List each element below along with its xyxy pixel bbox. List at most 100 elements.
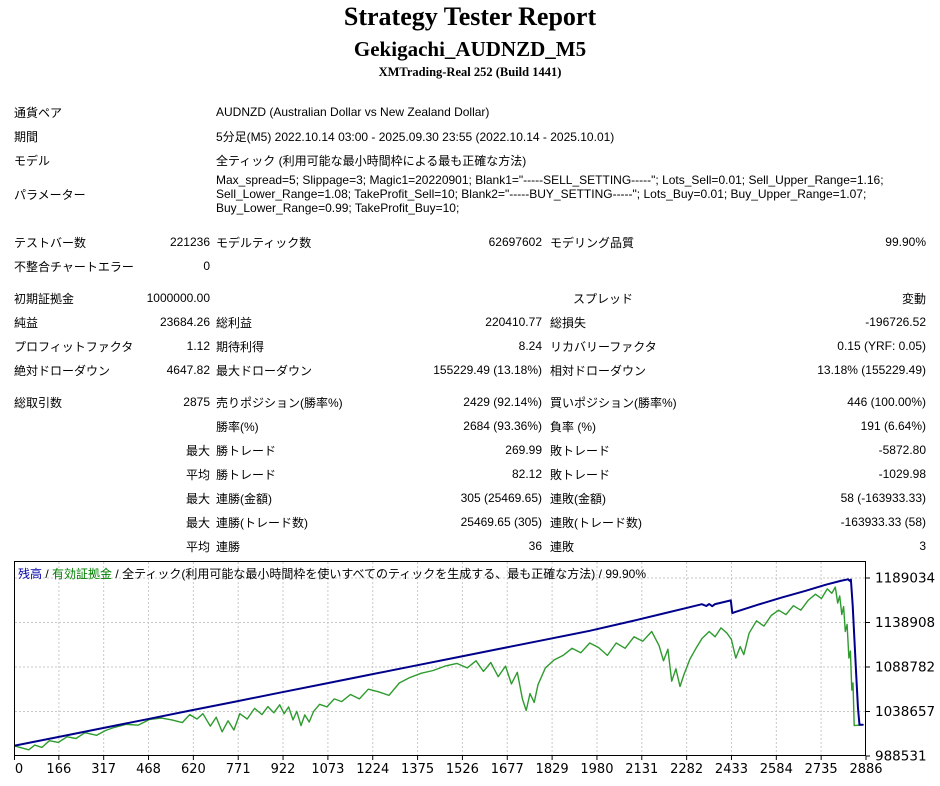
- cell-value: 155229.49 (13.18%): [433, 363, 542, 377]
- legend-separator: /: [112, 567, 123, 581]
- y-axis-tick-label: 988531: [875, 749, 927, 765]
- cell-value: 最大: [185, 515, 210, 530]
- cell-label: テストバー数: [14, 235, 87, 250]
- cell-label: 連敗: [550, 539, 575, 554]
- y-axis-tick-label: 1138908: [875, 615, 935, 631]
- y-axis-tick-label: 1088782: [875, 660, 935, 676]
- cell-label: 絶対ドローダウン: [14, 363, 111, 378]
- balance-equity-chart: 0 166 317 468 620 771 922 1073 1224 1375 1526 1677 1…: [13, 561, 935, 777]
- legend-separator: /: [595, 567, 606, 581]
- cell-label: 総取引数: [14, 395, 63, 410]
- cell-value: -1029.98: [878, 467, 926, 481]
- x-axis-tick-label: 2886: [849, 762, 882, 777]
- report-row: 総取引数 2875 売りポジション(勝率%) 2429 (92.14%) 買いポジション…: [14, 390, 926, 414]
- legend-balance-label: 残高: [18, 567, 43, 581]
- cell-label: 買いポジション(勝率%): [550, 395, 677, 410]
- legend-separator: /: [42, 567, 53, 581]
- report-row: 平均 勝トレード 82.12 敗トレード -1029.98: [14, 462, 926, 486]
- x-axis-tick-label: 1829: [536, 762, 569, 777]
- cell-value: 221236: [169, 235, 210, 249]
- cell-value: 305 (25469.65): [460, 491, 542, 505]
- x-axis-tick-label: 317: [91, 762, 116, 777]
- cell-value: 2429 (92.14%): [463, 395, 542, 409]
- table-spacer: [14, 278, 926, 286]
- cell-label: 期待利得: [216, 339, 265, 354]
- cell-label: 連勝(金額): [216, 491, 272, 506]
- row-label: モデル: [14, 153, 51, 168]
- report-header: Strategy Tester Report Gekigachi_AUDNZD_…: [0, 2, 940, 80]
- report-row: 期間 5分足(M5) 2022.10.14 03:00 - 2025.09.30 …: [14, 124, 926, 148]
- cell-label: 連勝(トレード数): [216, 515, 308, 530]
- legend-model-label: 全ティック(利用可能な最小時間枠を使いすべてのティックを生成する、最も正確な方法…: [122, 567, 596, 581]
- x-axis-tick-label: 1980: [580, 762, 613, 777]
- cell-label: 勝トレード: [216, 467, 277, 482]
- cell-value: 99.90%: [885, 235, 926, 249]
- cell-value: 2684 (93.36%): [463, 419, 542, 433]
- y-axis-tick-label: 1038657: [875, 704, 935, 720]
- cell-label: 最大ドローダウン: [216, 363, 313, 378]
- cell-label: 敗トレード: [550, 467, 611, 482]
- cell-value: 25469.65 (305): [460, 515, 542, 529]
- row-value: Max_spread=5; Slippage=3; Magic1=2022090…: [216, 173, 884, 215]
- cell-label: 敗トレード: [550, 443, 611, 458]
- report-row: 不整合チャートエラー 0: [14, 254, 926, 278]
- cell-label: 不整合チャートエラー: [14, 259, 134, 274]
- cell-label: プロフィットファクタ: [14, 339, 134, 354]
- cell-value: 58 (-163933.33): [840, 491, 926, 505]
- x-axis-tick-label: 1677: [491, 762, 524, 777]
- report-row: 通貨ペア AUDNZD (Australian Dollar vs New Zea…: [14, 100, 926, 124]
- y-axis-tick-label: 1189034: [875, 571, 935, 587]
- report-row: 勝率(%) 2684 (93.36%) 負率 (%) 191 (6.64%): [14, 414, 926, 438]
- cell-label: 勝率(%): [216, 419, 259, 434]
- balance-line: [13, 578, 864, 747]
- cell-value: 1.12: [186, 339, 210, 353]
- report-row: 絶対ドローダウン 4647.82 最大ドローダウン 155229.49 (13.18%…: [14, 358, 926, 382]
- cell-label: 総損失: [550, 315, 587, 330]
- row-value: 全ティック (利用可能な最小時間枠による最も正確な方法): [216, 153, 527, 168]
- report-row: 純益 23684.26 総利益 220410.77 総損失 -196726.52: [14, 310, 926, 334]
- cell-label: 売りポジション(勝率%): [216, 395, 343, 410]
- x-axis-tick-label: 620: [181, 762, 206, 777]
- report-table: 通貨ペア AUDNZD (Australian Dollar vs New Zea…: [14, 100, 926, 558]
- cell-value: 平均: [185, 467, 210, 482]
- cell-label: モデリング品質: [550, 235, 635, 250]
- cell-value: 最大: [185, 443, 210, 458]
- cell-value: 8.24: [518, 339, 542, 353]
- cell-label: 初期証拠金: [14, 291, 75, 306]
- cell-value: 平均: [185, 539, 210, 554]
- x-axis-tick-label: 468: [136, 762, 161, 777]
- equity-line: [13, 586, 864, 751]
- x-axis-tick-label: 2584: [760, 762, 793, 777]
- report-row: モデル 全ティック (利用可能な最小時間枠による最も正確な方法): [14, 148, 926, 172]
- cell-value: 2875: [183, 395, 210, 409]
- table-spacer: [14, 216, 926, 230]
- cell-value: 62697602: [488, 235, 542, 249]
- table-spacer: [14, 382, 926, 390]
- cell-label: 負率 (%): [550, 419, 596, 434]
- equity-chart-panel: 残高 / 有効証拠金 / 全ティック(利用可能な最小時間枠を使いすべてのティック…: [13, 561, 940, 786]
- report-row: プロフィットファクタ 1.12 期待利得 8.24 リカバリーファクタ 0.15 (YRF…: [14, 334, 926, 358]
- cell-label: 勝トレード: [216, 443, 277, 458]
- report-row: テストバー数 221236 モデルティック数 62697602 モデリング品質 99.90…: [14, 230, 926, 254]
- x-axis-tick-label: 1526: [446, 762, 479, 777]
- server-build: XMTrading-Real 252 (Build 1441): [378, 65, 562, 79]
- cell-value: 23684.26: [159, 315, 210, 329]
- x-axis-tick-label: 771: [226, 762, 251, 777]
- cell-value: 191 (6.64%): [860, 419, 926, 433]
- cell-label: モデルティック数: [216, 235, 312, 250]
- legend-equity-label: 有効証拠金: [52, 567, 113, 581]
- x-axis-tick-label: 2735: [805, 762, 838, 777]
- cell-label: 相対ドローダウン: [550, 363, 647, 378]
- cell-value: 変動: [901, 291, 926, 306]
- cell-value: 220410.77: [485, 315, 542, 329]
- x-axis-tick-label: 1224: [356, 762, 389, 777]
- plot-border: [14, 561, 866, 756]
- cell-value: 最大: [185, 491, 210, 506]
- x-axis-tick-label: 166: [46, 762, 71, 777]
- report-row: 最大 連勝(トレード数) 25469.65 (305) 連敗(トレード数) -16393…: [14, 510, 926, 534]
- cell-value: 0: [203, 259, 210, 273]
- x-axis-tick-label: 0: [15, 762, 23, 777]
- legend-quality-label: 99.90%: [605, 567, 647, 581]
- cell-label: リカバリーファクタ: [550, 339, 657, 354]
